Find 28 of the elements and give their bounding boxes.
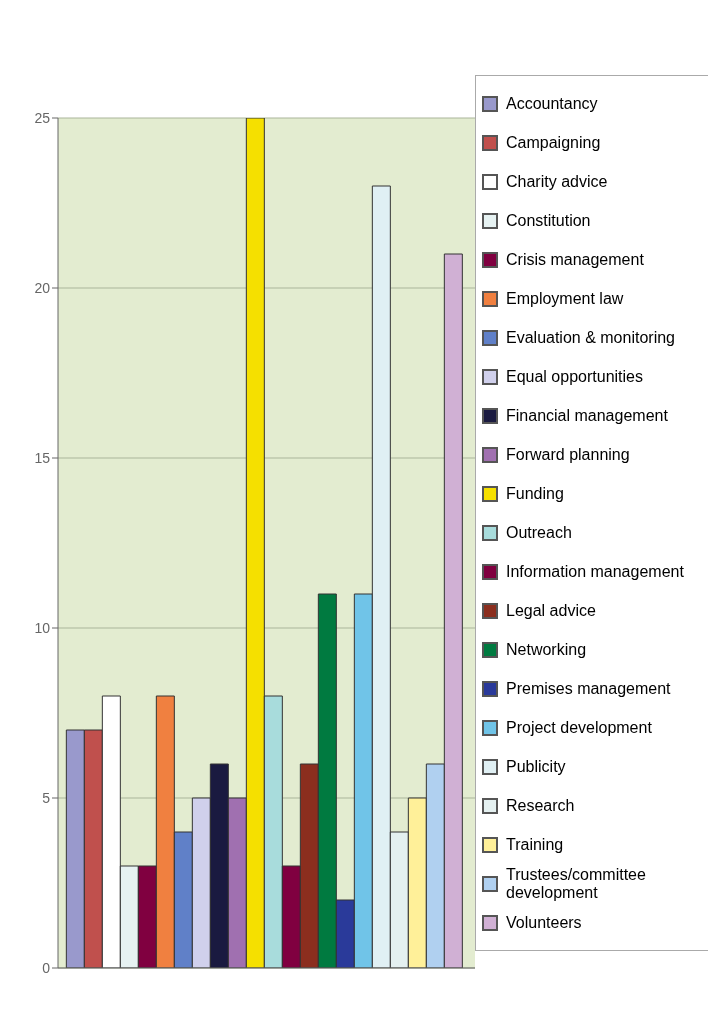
legend-label: Research <box>506 796 575 815</box>
legend-label: Forward planning <box>506 445 630 464</box>
y-tick-label: 0 <box>42 959 51 976</box>
legend-label: Accountancy <box>506 94 598 113</box>
legend-label: Outreach <box>506 523 572 542</box>
legend-label: Crisis management <box>506 250 644 269</box>
legend-label: Trustees/committee development <box>506 865 647 902</box>
legend-label: Legal advice <box>506 601 596 620</box>
legend-label: Constitution <box>506 211 591 230</box>
legend-label: Premises management <box>506 679 671 698</box>
legend-label: Financial management <box>506 406 668 425</box>
legend-label: Equal opportunities <box>506 367 643 386</box>
legend-label: Networking <box>506 640 587 659</box>
y-tick-label: 20 <box>34 279 51 296</box>
legend-label: Publicity <box>506 757 566 776</box>
y-tick-label: 15 <box>34 449 51 466</box>
legend-label: Training <box>506 835 564 854</box>
legend-label: Information management <box>506 562 684 581</box>
legend-label: Project development <box>506 718 652 737</box>
legend-label: Funding <box>506 484 564 503</box>
legend-label: Employment law <box>506 289 624 308</box>
y-tick-label: 10 <box>34 619 51 636</box>
y-tick-label: 25 <box>34 109 51 126</box>
legend-label: Campaigning <box>506 133 601 152</box>
legend-label: Charity advice <box>506 172 608 191</box>
y-tick-label: 5 <box>42 789 51 806</box>
legend-label: Evaluation & monitoring <box>506 328 675 347</box>
legend-label: Volunteers <box>506 913 582 932</box>
